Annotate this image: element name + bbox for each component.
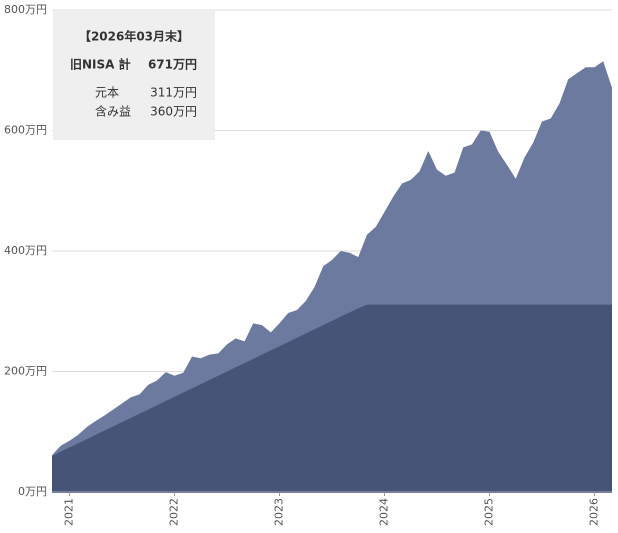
x-tick-label: 2026: [587, 498, 600, 526]
tooltip-total-value: 671万円: [148, 58, 197, 72]
tooltip-row-label: 含み益: [95, 104, 131, 119]
x-tick-label: 2024: [377, 498, 390, 526]
x-tick-label: 2021: [63, 498, 76, 526]
x-tick-label: 2025: [482, 498, 495, 526]
axes: 0万円 200万円 400万円 600万円 800万円 2021 2022 2023 2024 2…: [4, 3, 612, 526]
y-tick-label: 600万円: [4, 124, 47, 137]
tooltip-row-value: 360万円: [150, 105, 197, 119]
tooltip: 【2026年03月末】 旧NISA 計 671万円 元本 311万円 含み益 3…: [53, 9, 215, 140]
areas: [52, 61, 612, 493]
tooltip-row-value: 311万円: [150, 86, 197, 100]
y-tick-label: 200万円: [4, 365, 47, 378]
tooltip-date: 【2026年03月末】: [79, 29, 189, 44]
y-tick-label: 400万円: [4, 244, 47, 257]
tooltip-box: [53, 9, 215, 140]
x-tick-label: 2022: [168, 498, 181, 526]
y-tick-label: 800万円: [4, 3, 47, 16]
y-tick-label: 0万円: [18, 485, 47, 498]
x-tick-label: 2023: [273, 498, 286, 526]
area: [52, 304, 612, 492]
tooltip-row-label: 元本: [95, 86, 119, 100]
tooltip-total-label: 旧NISA 計: [70, 57, 131, 72]
